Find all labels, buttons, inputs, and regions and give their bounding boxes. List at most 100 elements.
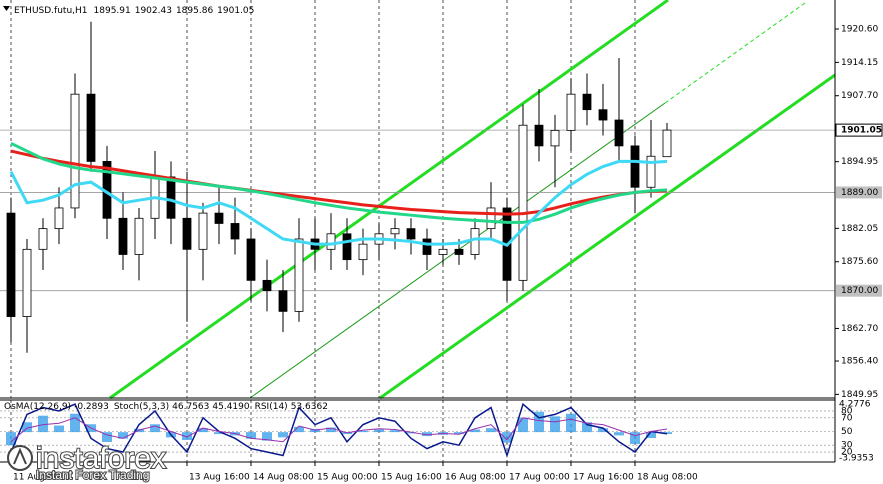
indicator-header: OsMA(12,26,9) -0.2893 Stoch(5,3,3) 46.7563 4… xyxy=(4,402,328,412)
x-tick-label: 14 Aug 08:00 xyxy=(253,473,314,483)
candle-body xyxy=(550,129,560,147)
price-level-box xyxy=(835,123,883,137)
stoch-name: Stoch(5,3,3) xyxy=(114,402,169,412)
moving-average xyxy=(9,159,668,247)
osma-bar xyxy=(614,432,624,436)
watermark: instaforex Instant Forex Trading xyxy=(7,441,167,483)
y-tick-label: 1875.60 xyxy=(841,257,878,267)
x-tick-label: 18 Aug 08:00 xyxy=(637,473,698,483)
candle-body xyxy=(54,207,64,230)
osma-bar xyxy=(150,424,160,433)
osma-bar xyxy=(198,428,208,433)
marks-layer xyxy=(6,21,672,458)
price-level-label: 1870.00 xyxy=(841,286,878,296)
osc-tick-label: 80 xyxy=(841,406,853,416)
x-tick-label: 13 Aug 16:00 xyxy=(189,473,250,483)
osma-bar xyxy=(518,417,528,433)
osma-bar xyxy=(374,429,384,433)
levels-layer xyxy=(0,129,835,292)
osma-bar xyxy=(422,432,432,437)
candle-body xyxy=(22,248,32,317)
candle-body xyxy=(598,109,608,121)
osc-tick-label: 30 xyxy=(841,441,853,451)
osc-tick-label: 20 xyxy=(841,448,853,458)
osma-bar xyxy=(630,432,640,444)
osc-tick-label: 50 xyxy=(841,427,853,437)
axis-layer: 1920.60 1914.15 1907.70 1894.95 1882.05 1875.… xyxy=(10,25,883,483)
candle-body xyxy=(198,212,208,250)
osma-bar xyxy=(646,432,656,439)
osma-bar xyxy=(358,430,368,433)
watermark-tagline: Instant Forex Trading xyxy=(36,468,149,482)
osma-bar xyxy=(390,430,400,433)
candle-body xyxy=(6,212,16,317)
channel-upper xyxy=(109,0,669,400)
y-tick-label: 1882.05 xyxy=(841,224,878,234)
candle-body xyxy=(70,93,80,209)
osma-bar xyxy=(326,427,336,433)
rsi-line xyxy=(10,417,668,443)
candle-body xyxy=(454,248,464,255)
channel-extension xyxy=(664,2,806,104)
stoch-line xyxy=(10,402,668,458)
osma-bar xyxy=(102,432,112,442)
candle-body xyxy=(118,217,128,255)
candle-body xyxy=(566,93,576,131)
osma-bar xyxy=(566,413,576,433)
osma-bar xyxy=(246,432,256,439)
osma-bar xyxy=(22,422,32,433)
candle-body xyxy=(422,238,432,255)
price-level-label: 1889.00 xyxy=(841,188,878,198)
y-tick-label: 1920.60 xyxy=(841,25,878,35)
osma-bar xyxy=(278,432,288,438)
watermark-brand: instaforex xyxy=(36,442,166,475)
osma-bar xyxy=(598,428,608,433)
x-tick-label: 15 Aug 16:00 xyxy=(381,473,442,483)
osma-name: OsMA(12,26,9) xyxy=(4,402,71,412)
candle-body xyxy=(438,248,448,255)
osma-bar xyxy=(406,432,416,434)
osma-bar xyxy=(6,432,16,446)
candle-body xyxy=(358,243,368,261)
candle-body xyxy=(134,217,144,255)
osma-bar xyxy=(294,426,304,433)
osc-tick-label: 70 xyxy=(841,413,853,423)
osma-bar xyxy=(118,432,128,439)
symbol: ETHUSD.futu,H1 xyxy=(14,6,88,16)
candle-body xyxy=(214,212,224,224)
open-last: 1895.91 xyxy=(94,6,131,16)
x-tick-label: 17 Aug 16:00 xyxy=(573,473,634,483)
chart-header: ETHUSD.futu,H1 1895.91 1902.43 1895.86 1901.… xyxy=(14,6,254,16)
candle-body xyxy=(486,207,496,230)
candle-body xyxy=(182,217,192,250)
candle-body xyxy=(662,129,672,158)
moving-average xyxy=(10,141,668,224)
x-tick-label: 15 Aug 00:00 xyxy=(317,473,378,483)
candle-body xyxy=(246,238,256,281)
candle-body xyxy=(390,228,400,235)
candle-body xyxy=(278,290,288,312)
stoch-signal-last: 45.4190 xyxy=(212,402,249,412)
candle-body xyxy=(86,93,96,162)
candle-body xyxy=(646,155,656,188)
osma-bar xyxy=(454,432,464,435)
osma-bar xyxy=(470,429,480,433)
candle-body xyxy=(38,228,48,250)
header-arrow xyxy=(3,6,10,11)
osma-bar xyxy=(534,411,544,433)
osma-bar xyxy=(54,425,64,433)
price-level-box xyxy=(836,284,882,297)
candle-body xyxy=(582,93,592,111)
price-level-label: 1901.05 xyxy=(841,126,882,136)
rsi-last: 53.6362 xyxy=(291,402,328,412)
candle-body xyxy=(262,279,272,292)
osma-bar xyxy=(486,428,496,433)
osma-bar xyxy=(262,432,272,441)
candle-body xyxy=(294,238,304,312)
osma-last: -0.2893 xyxy=(74,402,109,412)
x-tick-label: 16 Aug 08:00 xyxy=(445,473,506,483)
osma-bar xyxy=(582,422,592,433)
candle-body xyxy=(630,145,640,188)
